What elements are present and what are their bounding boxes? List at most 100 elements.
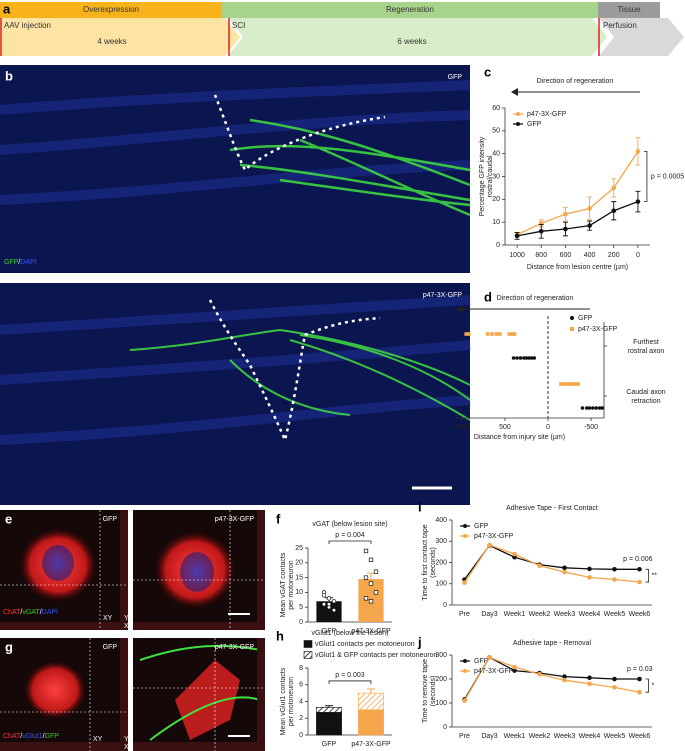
p-value: p = 0.0005 [651, 173, 684, 180]
x-tick-label: Pre [459, 733, 470, 740]
row-label: Caudal axon [626, 389, 665, 396]
data-point [529, 356, 534, 360]
y-tick-label: 5 [299, 604, 303, 611]
data-point [537, 671, 542, 677]
data-point [487, 655, 492, 660]
data-point [611, 185, 617, 191]
data-point [512, 551, 517, 557]
y-tick-label: 20 [492, 196, 500, 203]
legend-label: GFP [474, 658, 489, 665]
legend-marker [463, 534, 467, 538]
data-point [587, 406, 592, 410]
data-point [363, 575, 369, 580]
data-point [635, 149, 641, 154]
stain-part: DAPI [20, 259, 36, 266]
p-value: p = 0.03 [627, 666, 653, 673]
legend-marker [463, 659, 467, 663]
data-point [635, 199, 641, 204]
x-tick-label: Week2 [529, 733, 551, 740]
plane-label: XZ [124, 623, 134, 630]
y-tick-label: 300 [435, 652, 447, 659]
stain-part: / [43, 733, 45, 740]
x-tick-label: Week1 [504, 611, 526, 618]
data-point [522, 356, 526, 360]
data-point [326, 596, 332, 601]
data-point [591, 406, 595, 410]
data-point [487, 542, 492, 548]
data-point [597, 406, 602, 410]
phase-event: SCI [232, 21, 245, 30]
y-tick-label: 6 [299, 682, 303, 689]
data-point [612, 567, 617, 572]
data-point [637, 689, 642, 695]
data-point [612, 685, 617, 690]
data-point [587, 206, 592, 211]
stain-part: / [20, 733, 22, 740]
panel-letter: d [484, 289, 492, 304]
data-point [490, 332, 494, 336]
y-tick-label: 2 [299, 715, 303, 722]
significance-bracket [645, 568, 649, 583]
y-tick-label: 100 [435, 700, 447, 707]
stain-label: ChAT/vGlut1/GFP [3, 733, 59, 740]
significance-bracket [328, 680, 372, 684]
micrograph-e [0, 510, 265, 630]
x-tick-label: Week4 [579, 733, 601, 740]
y-axis-label: Mean vGAT contacts [280, 552, 287, 617]
legend-marker [570, 327, 574, 331]
x-tick-label: 1000 [509, 252, 525, 259]
image-label: GFP [448, 74, 463, 81]
x-axis-label: Distance from lesion centre (µm) [527, 264, 628, 271]
panel-letter: f [276, 511, 281, 526]
panel-letter: g [5, 639, 13, 654]
y-tick-label: 0 [496, 242, 500, 249]
image-label: GFP [103, 516, 118, 523]
y-tick-label: 15 [295, 574, 303, 581]
phase-header [0, 2, 222, 18]
plane-label: YZ [124, 615, 134, 622]
row-label: Furthest [633, 339, 659, 346]
y-axis-label: rostral/caudal [487, 155, 494, 197]
legend-marker [463, 669, 467, 673]
data-point [368, 557, 374, 562]
data-point [562, 569, 567, 575]
x-tick-label: Day3 [481, 611, 497, 618]
data-point [538, 229, 544, 234]
phase-arrow [599, 18, 684, 56]
x-tick-label: Week4 [579, 611, 601, 618]
y-tick-label: 200 [435, 559, 447, 566]
data-point [512, 664, 517, 670]
y-axis-label: (seconds) [430, 547, 437, 578]
data-point [368, 599, 374, 604]
significance-stars: ** [652, 573, 658, 580]
row-label: rostral axon [628, 348, 665, 355]
data-point [576, 382, 580, 386]
image-label: GFP [103, 644, 118, 651]
y-tick-label: 25 [295, 545, 303, 552]
phase-arrow [228, 18, 607, 56]
data-point [600, 406, 605, 410]
data-point [587, 681, 592, 687]
panel-letter: j [417, 634, 422, 649]
data-point [527, 356, 531, 360]
x-tick-label: 200 [608, 252, 620, 259]
panel-letter: i [418, 499, 422, 514]
data-point [587, 675, 592, 681]
phase-header [222, 2, 598, 18]
y-tick-label: 10 [492, 219, 500, 226]
data-point [494, 332, 499, 336]
stain-part: ChAT [3, 733, 21, 740]
x-tick-label: p47-3X-GFP [351, 628, 391, 635]
legend-label: GFP [474, 523, 489, 530]
y-tick-label: 60 [492, 105, 500, 112]
x-tick-label: Week1 [504, 733, 526, 740]
y-axis-label: Time to remove tape [422, 659, 429, 723]
significance-bracket [328, 540, 372, 544]
stain-part: GFP [45, 733, 60, 740]
stain-part: vGlut1 [22, 733, 42, 740]
panel-letter: c [484, 64, 491, 79]
legend-swatch [303, 651, 313, 659]
stain-part: GFP [4, 259, 19, 266]
stain-label: GFP/DAPI [4, 259, 37, 266]
bar-segment [316, 712, 342, 736]
